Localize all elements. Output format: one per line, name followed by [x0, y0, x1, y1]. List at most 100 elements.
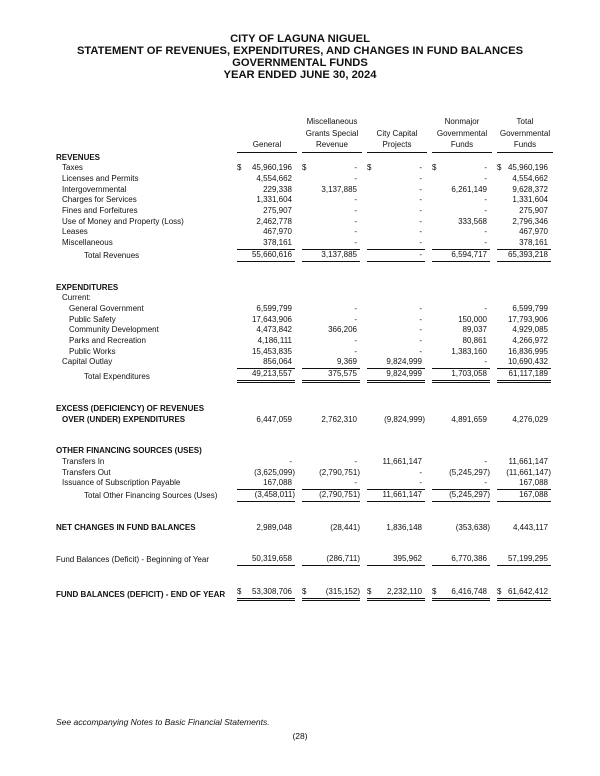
amount-cell: -​ — [297, 347, 362, 358]
amount-value: - — [354, 227, 357, 237]
amount-cell: -​ — [362, 206, 427, 217]
row-label: Transfers Out — [62, 467, 111, 477]
amount-cell: 65,393,218​ — [492, 248, 553, 262]
table-row: Public Works15,453,835​-​-​1,383,160​16,… — [56, 347, 553, 358]
row-label: Licenses and Permits — [62, 173, 139, 183]
column-header-line — [367, 116, 427, 128]
amount-cell: ​ — [492, 446, 553, 457]
amount-value: 45,960,196 — [251, 163, 292, 173]
amount-cell: 366,206​ — [297, 325, 362, 336]
row-label: Total Revenues — [84, 250, 140, 260]
amount-cell: -​ — [362, 468, 427, 479]
column-header: Total Governmental Funds — [492, 116, 553, 153]
table-row: REVENUES​​​​​ — [56, 153, 553, 164]
column-header-line: Total — [516, 117, 534, 126]
amount-cell: ​ — [232, 446, 297, 457]
dollar-sign: $ — [237, 163, 242, 173]
table-row: Use of Money and Property (Loss) 2,462,77… — [56, 217, 553, 228]
table-row: EXPENDITURES​​​​​ — [56, 283, 553, 294]
amount-value: (2,790,751) — [319, 467, 360, 477]
amount-cell: $45,960,196​ — [232, 163, 297, 174]
financial-statement-table: General Miscellaneous Grants Special Revenu… — [56, 116, 553, 601]
table-row: Taxes$45,960,196​$-​$-​$-​$45,960,196​ — [56, 163, 553, 174]
amount-cell: -​ — [297, 478, 362, 489]
amount-value: - — [354, 173, 357, 183]
amount-cell: -​ — [362, 174, 427, 185]
amount-cell: (28,441)​ — [297, 523, 362, 534]
amount-value: - — [354, 216, 357, 226]
row-label: Miscellaneous — [62, 238, 113, 248]
amount-cell: -​ — [362, 185, 427, 196]
amount-value: 4,186,111 — [257, 336, 292, 346]
amount-cell: 15,453,835​ — [232, 347, 297, 358]
table-row: Transfers In-​-​11,661,147​-​11,661,147​ — [56, 457, 553, 468]
amount-cell: -​ — [362, 248, 427, 262]
amount-cell: 11,661,147​ — [362, 489, 427, 502]
amount-value: 45,960,196 — [507, 163, 548, 173]
amount-cell: -​ — [427, 238, 492, 249]
amount-cell: ​ — [297, 404, 362, 415]
column-header: Miscellaneous Grants Special Revenue — [297, 116, 362, 153]
amount-value: (9,824,999) — [384, 414, 425, 424]
amount-value: (2,790,751) — [319, 490, 360, 500]
amount-value: 49,213,557 — [251, 369, 292, 379]
amount-value: 1,836,148 — [386, 522, 422, 532]
amount-cell: 6,447,059​ — [232, 415, 297, 426]
amount-value: - — [354, 456, 357, 466]
row-label: OVER (UNDER) EXPENDITURES — [62, 414, 186, 424]
amount-cell: -​ — [362, 217, 427, 228]
amount-value: 4,929,085 — [512, 325, 548, 335]
amount-cell: ​ — [492, 404, 553, 415]
table-row: Total Revenues55,660,616​3,137,885​-​6,5… — [56, 248, 553, 262]
amount-value: 375,575 — [328, 369, 357, 379]
amount-cell: -​ — [362, 238, 427, 249]
amount-cell: (11,661,147)​ — [492, 468, 553, 479]
row-label: Capital Outlay — [62, 357, 113, 367]
amount-cell: 61,117,189​ — [492, 368, 553, 383]
row-label: Intergovernmental — [62, 184, 127, 194]
amount-value: 6,261,149 — [451, 184, 487, 194]
amount-cell: 333,568​ — [427, 217, 492, 228]
amount-cell: -​ — [297, 238, 362, 249]
amount-value: 1,383,160 — [451, 346, 487, 356]
amount-cell: 3,137,885​ — [297, 248, 362, 262]
column-header-line: Projects — [382, 140, 412, 149]
amount-cell: 150,000​ — [427, 315, 492, 326]
amount-value: 1,331,604 — [256, 195, 292, 205]
amount-value: - — [484, 478, 487, 488]
title-line: GOVERNMENTAL FUNDS — [232, 57, 368, 69]
amount-value: 167,088 — [263, 478, 292, 488]
amount-value: - — [484, 303, 487, 313]
amount-cell: -​ — [427, 304, 492, 315]
amount-cell: 856,064​ — [232, 357, 297, 368]
amount-cell: 467,970​ — [232, 227, 297, 238]
amount-value: (5,245,297) — [449, 490, 490, 500]
amount-value: - — [354, 303, 357, 313]
amount-value: 61,117,189 — [508, 369, 548, 379]
amount-value: - — [419, 467, 422, 477]
amount-value: 467,970 — [519, 227, 548, 237]
amount-cell: 6,594,717​ — [427, 248, 492, 262]
amount-cell: ​ — [297, 293, 362, 304]
amount-cell: (2,790,751)​ — [297, 468, 362, 479]
amount-cell: ​ — [362, 293, 427, 304]
table-row: Current:​​​​​ — [56, 293, 553, 304]
amount-value: 3,137,885 — [321, 184, 357, 194]
amount-cell: 2,462,778​ — [232, 217, 297, 228]
amount-cell: 6,770,386​ — [427, 554, 492, 567]
amount-value: 9,824,999 — [386, 369, 422, 379]
amount-value: - — [484, 206, 487, 216]
amount-cell: 4,473,842​ — [232, 325, 297, 336]
amount-value: (11,661,147) — [506, 467, 551, 477]
amount-cell: 6,261,149​ — [427, 185, 492, 196]
amount-cell: -​ — [362, 325, 427, 336]
amount-value: 4,443,117 — [513, 522, 548, 532]
amount-value: - — [419, 478, 422, 488]
column-header-line: Governmental — [499, 128, 551, 138]
amount-cell: 9,824,999​ — [362, 368, 427, 383]
amount-value: 9,824,999 — [386, 357, 422, 367]
amount-value: - — [419, 184, 422, 194]
amount-value: - — [419, 173, 422, 183]
amount-value: 378,161 — [263, 238, 292, 248]
amount-cell: (5,245,297)​ — [427, 489, 492, 502]
